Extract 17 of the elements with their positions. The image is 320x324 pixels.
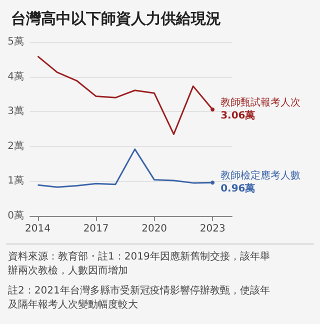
- x-tick-label: 2017: [83, 224, 109, 234]
- x-tick-label: 2014: [25, 224, 50, 234]
- source-note: 資料來源：教育部・註1：2019年因應新舊制交接，該年舉辦兩次教檢，人數因而增加: [8, 250, 270, 276]
- chart-title: 台灣高中以下師資人力供給現況: [11, 10, 221, 28]
- series-label: 教師檢定應考人數: [220, 170, 301, 182]
- text: 註2：2021年台灣多縣市受新冠疫情影響停辦教甄，使該年及隔年報考人次變動幅度較大: [8, 284, 270, 310]
- y-tick-label: 3萬: [8, 105, 24, 118]
- y-tick-label: 4萬: [8, 70, 24, 82]
- y-tick-label: 0萬: [8, 210, 24, 222]
- data-label: 3.06萬: [220, 110, 256, 122]
- y-tick-label: 5萬: [8, 36, 24, 48]
- x-tick-label: 2020: [142, 224, 168, 234]
- data-label: 0.96萬: [220, 182, 256, 195]
- y-tick-label: 2萬: [8, 140, 24, 152]
- series-label: 教師甄試報考人次: [220, 96, 301, 109]
- x-tick-label: 2023: [200, 224, 226, 234]
- y-tick-label: 1萬: [8, 174, 24, 187]
